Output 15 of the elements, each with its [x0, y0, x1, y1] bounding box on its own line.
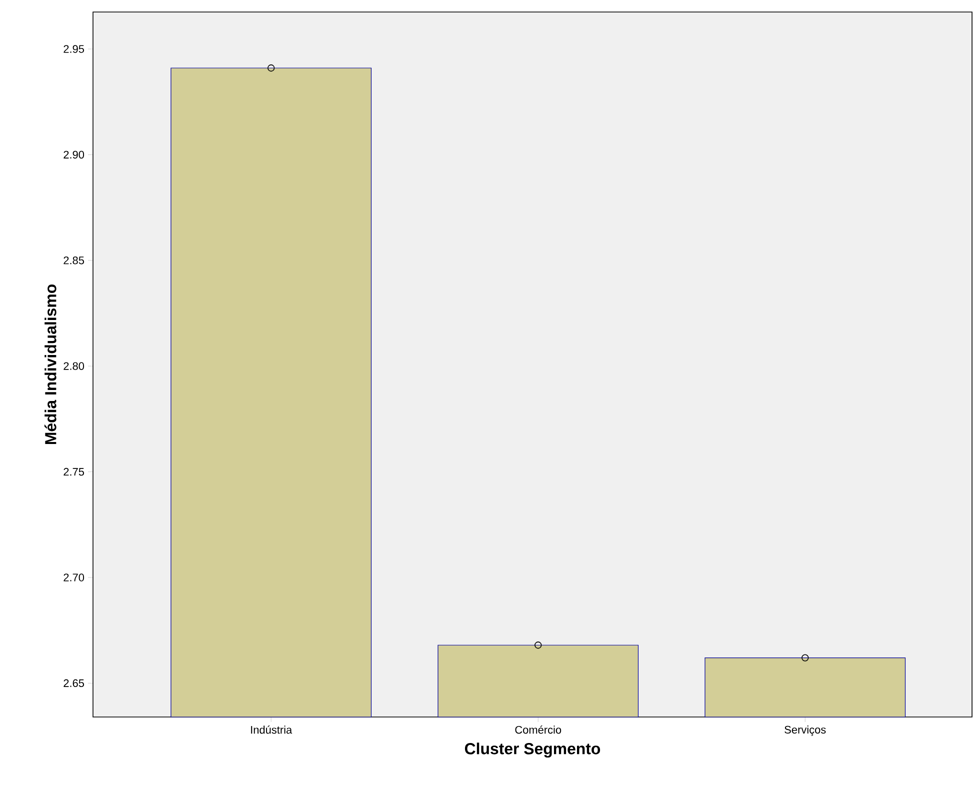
- y-tick-label: 2.75: [64, 468, 84, 476]
- y-tick-label: 2.85: [64, 256, 84, 264]
- x-tick-label: Indústria: [251, 726, 292, 734]
- y-tick-label: 2.65: [64, 679, 84, 688]
- x-tick-label: Comércio: [515, 726, 562, 734]
- point: [534, 642, 542, 649]
- y-tick-label: 2.90: [64, 150, 84, 159]
- y-tick-label: 2.95: [64, 45, 84, 53]
- x-tick-label: Serviços: [784, 726, 826, 736]
- x-axis-title: Cluster Segmento: [464, 742, 600, 758]
- point: [802, 654, 809, 662]
- point: [268, 64, 275, 72]
- y-tick-label: 2.70: [64, 574, 84, 582]
- y-axis-title: Média Individualismo: [44, 284, 56, 444]
- y-tick-label: 2.80: [64, 362, 84, 370]
